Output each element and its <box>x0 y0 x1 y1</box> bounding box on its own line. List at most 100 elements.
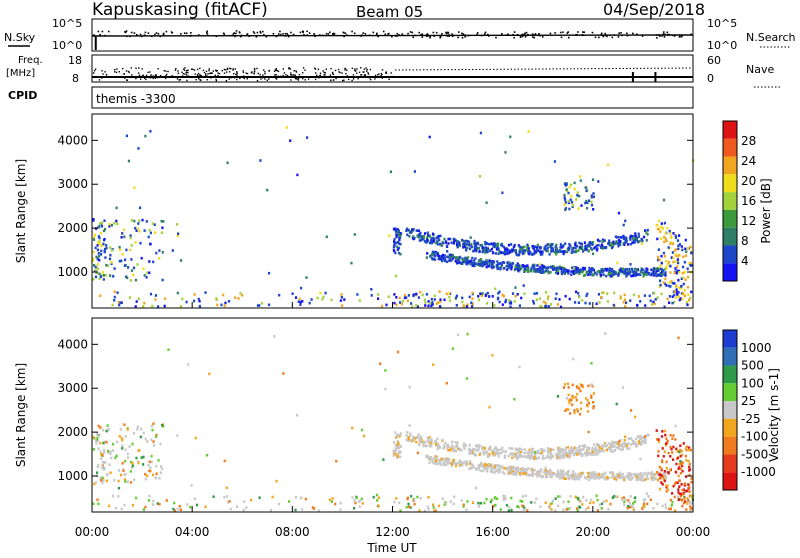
arc-echo <box>636 435 639 438</box>
arc-echo <box>630 474 633 477</box>
arc-echo <box>652 267 656 270</box>
arc-echo <box>490 466 493 469</box>
arc-echo <box>647 471 650 475</box>
sparse-echo <box>353 233 356 236</box>
near-range-echo <box>514 294 517 298</box>
near-range-echo <box>358 505 361 508</box>
noise-point <box>282 33 284 35</box>
early-echo <box>101 428 105 432</box>
near-range-echo <box>277 502 281 506</box>
near-range-echo <box>462 503 465 507</box>
freq-point <box>177 72 180 74</box>
arc-echo <box>539 246 542 250</box>
arc-echo <box>533 249 536 253</box>
freq-point <box>215 79 218 82</box>
near-range-echo <box>632 293 635 297</box>
late-echo <box>681 248 684 252</box>
near-range-echo <box>509 300 512 304</box>
arc-echo <box>472 262 475 265</box>
freq-point <box>296 78 299 80</box>
arc-echo <box>507 264 510 267</box>
early-echo <box>105 244 108 247</box>
arc-echo <box>580 453 583 456</box>
arc-echo <box>441 253 444 257</box>
late-echo <box>657 219 660 223</box>
freq-point <box>257 72 259 75</box>
freq-point <box>264 73 266 75</box>
freq-point <box>217 74 219 77</box>
early-echo <box>103 237 106 241</box>
late-echo <box>680 449 683 453</box>
near-range-echo <box>666 297 669 301</box>
freq-point <box>101 77 103 79</box>
near-range-echo <box>116 291 119 294</box>
late-echo <box>687 275 690 279</box>
arc-echo <box>477 444 480 448</box>
freq-point <box>223 72 226 74</box>
arc-echo <box>396 454 399 457</box>
freq-point <box>217 72 219 74</box>
x-tick-label: 08:00 <box>275 525 310 539</box>
arc-echo <box>587 452 590 455</box>
arc-echo <box>625 275 628 278</box>
freq-point <box>304 79 306 81</box>
arc-echo <box>517 244 520 247</box>
arc-echo <box>495 265 498 268</box>
near-range-echo <box>566 507 570 511</box>
patch-echo <box>571 204 574 207</box>
arc-echo <box>509 452 512 456</box>
arc-echo <box>533 267 536 270</box>
arc-echo <box>611 274 614 278</box>
sparse-echo <box>572 267 576 270</box>
early-echo <box>110 261 113 264</box>
arc-echo <box>522 249 525 252</box>
near-range-echo <box>433 298 436 301</box>
arc-echo <box>518 471 521 475</box>
freq-point <box>366 68 368 71</box>
arc-echo <box>495 246 498 249</box>
near-range-echo <box>577 301 580 304</box>
freq-point <box>323 71 325 74</box>
arc-echo <box>528 456 531 459</box>
near-range-echo <box>613 291 616 295</box>
late-echo <box>664 277 667 281</box>
freq-point <box>138 67 140 69</box>
early-echo <box>161 278 164 282</box>
arc-echo <box>592 449 595 452</box>
arc-echo <box>534 251 538 254</box>
noise-point <box>418 31 420 34</box>
late-echo <box>690 251 693 255</box>
late-echo <box>676 450 679 453</box>
noise-point <box>262 30 264 33</box>
patch-echo <box>578 194 581 198</box>
late-echo <box>683 497 686 500</box>
near-range-echo <box>606 300 609 303</box>
arc-echo <box>625 268 628 271</box>
arc-echo <box>560 455 563 458</box>
arc-echo <box>613 242 616 245</box>
sparse-echo <box>176 291 179 295</box>
noise-point <box>364 33 367 35</box>
near-range-echo <box>340 296 343 299</box>
noise-point <box>206 30 208 33</box>
arc-echo <box>632 442 635 446</box>
near-range-echo <box>423 298 426 302</box>
arc-echo <box>394 443 397 447</box>
near-range-echo <box>511 292 515 295</box>
arc-echo <box>451 257 454 260</box>
freq-point <box>152 75 154 77</box>
arc-echo <box>587 478 590 482</box>
freq-point <box>210 72 212 74</box>
freq-point <box>135 77 137 80</box>
freq-point <box>228 71 231 73</box>
noise-point <box>136 34 138 36</box>
arc-echo <box>492 260 496 264</box>
patch-echo <box>590 396 593 399</box>
arc-echo <box>610 471 613 475</box>
freq-point <box>167 70 169 73</box>
near-range-echo <box>142 508 145 511</box>
near-range-echo <box>641 506 644 509</box>
patch-echo <box>590 196 593 199</box>
sparse-echo <box>544 466 547 470</box>
late-echo <box>679 492 682 496</box>
